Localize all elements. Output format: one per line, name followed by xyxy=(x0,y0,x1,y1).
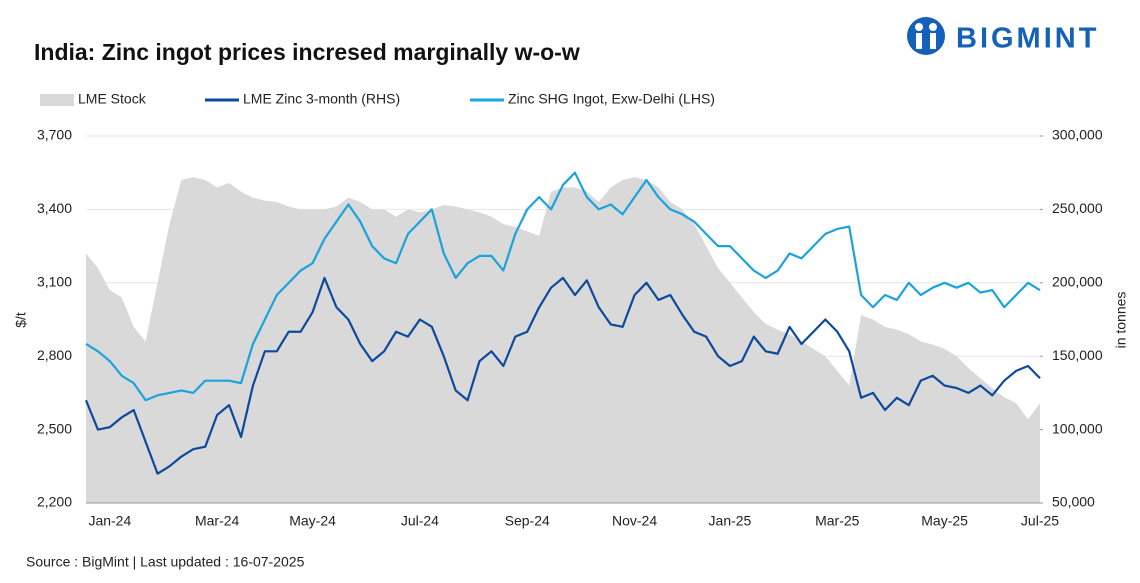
y2-tick-label: 50,000 xyxy=(1052,494,1095,510)
chart-title: India: Zinc ingot prices incresed margin… xyxy=(34,39,580,65)
logo: BIGMINT xyxy=(907,17,1099,55)
legend-label: LME Stock xyxy=(78,91,147,107)
y-tick-label: 3,100 xyxy=(37,274,72,290)
logo-icon-bar xyxy=(916,33,922,49)
logo-icon-dot xyxy=(915,23,923,31)
y2-tick-label: 100,000 xyxy=(1052,420,1103,436)
line xyxy=(85,171,1041,402)
logo-icon xyxy=(907,17,945,55)
legend-label: Zinc SHG Ingot, Exw-Delhi (LHS) xyxy=(508,91,715,107)
line xyxy=(84,276,1041,475)
logo-text: BIGMINT xyxy=(956,23,1099,55)
y-tick-label: 2,800 xyxy=(37,347,72,363)
x-tick-label: Jul-24 xyxy=(401,513,439,529)
y-tick-label: 3,700 xyxy=(37,127,72,143)
y-tick-label: 2,500 xyxy=(37,420,72,436)
plot-area xyxy=(84,171,1041,503)
x-tick-label: Nov-24 xyxy=(612,513,657,529)
logo-icon-bar xyxy=(930,33,936,49)
x-tick-label: Mar-25 xyxy=(815,513,860,529)
source-note: Source : BigMint | Last updated : 16-07-… xyxy=(26,554,305,570)
logo-icon-dot xyxy=(929,23,937,31)
x-tick-label: May-24 xyxy=(289,513,336,529)
y2-tick-label: 250,000 xyxy=(1052,200,1103,216)
y-tick-label: 2,200 xyxy=(37,494,72,510)
x-tick-label: May-25 xyxy=(921,513,968,529)
legend-label: LME Zinc 3-month (RHS) xyxy=(243,91,400,107)
x-tick-label: Jan-25 xyxy=(709,513,752,529)
legend-swatch xyxy=(40,94,74,106)
y-tick-label: 3,400 xyxy=(37,200,72,216)
x-tick-label: Mar-24 xyxy=(195,513,240,529)
x-tick-label: Jan-24 xyxy=(88,513,131,529)
y2-tick-label: 300,000 xyxy=(1052,127,1103,143)
y2-axis-label: in tonnes xyxy=(1113,292,1129,349)
area xyxy=(86,177,1040,503)
y2-tick-label: 150,000 xyxy=(1052,347,1103,363)
y-axis-label: $/t xyxy=(13,312,29,328)
y2-tick-label: 200,000 xyxy=(1052,274,1103,290)
x-tick-label: Jul-25 xyxy=(1021,513,1059,529)
x-tick-label: Sep-24 xyxy=(505,513,550,529)
